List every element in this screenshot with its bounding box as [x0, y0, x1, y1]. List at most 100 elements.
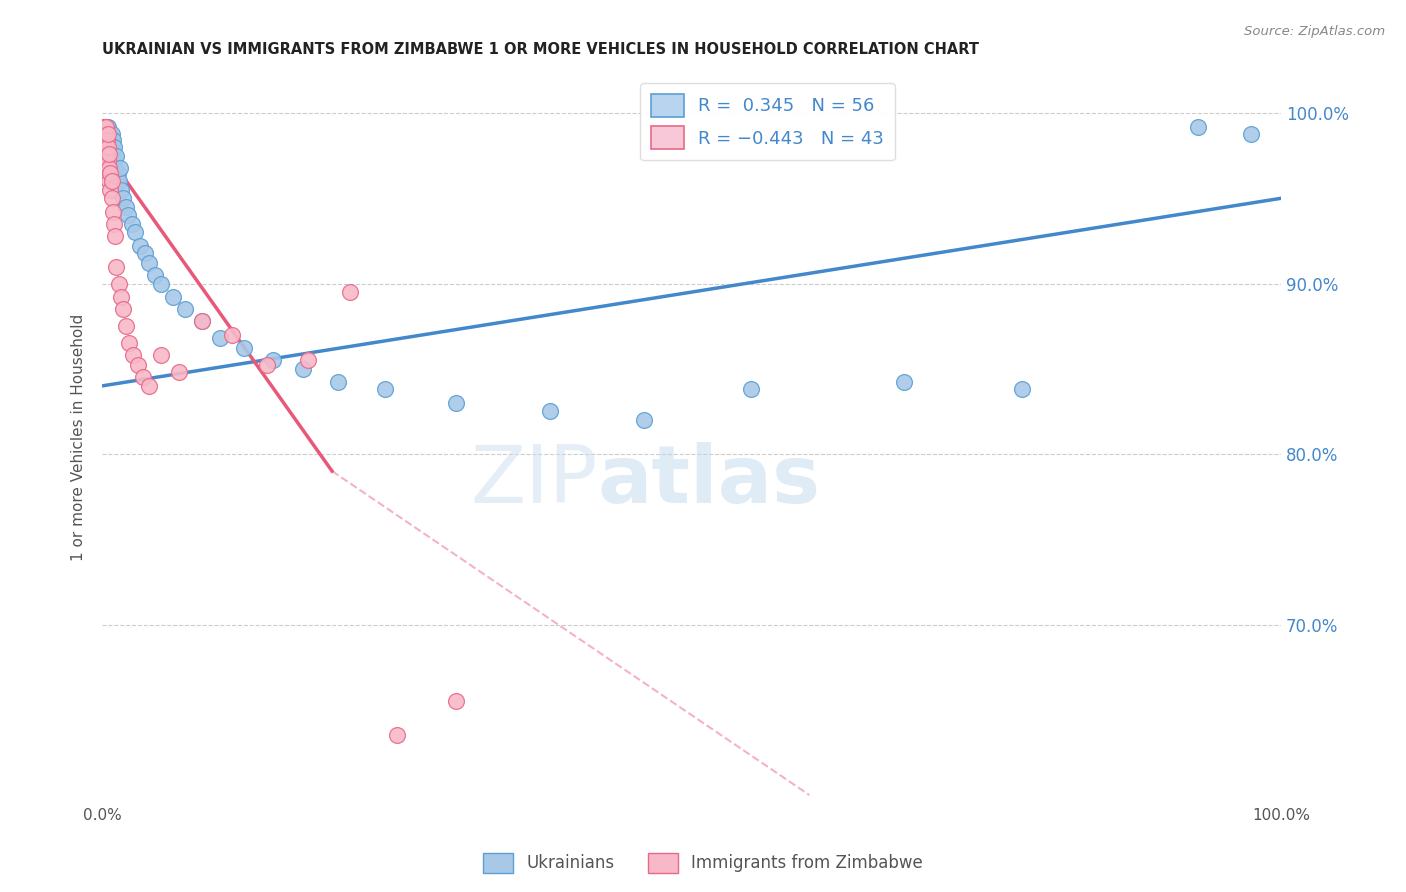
Legend: Ukrainians, Immigrants from Zimbabwe: Ukrainians, Immigrants from Zimbabwe — [477, 847, 929, 880]
Point — [1187, 120, 1209, 134]
Point — [118, 336, 141, 351]
Point — [93, 120, 115, 134]
Text: atlas: atlas — [598, 442, 821, 520]
Point — [96, 127, 118, 141]
Point — [104, 161, 127, 175]
Point — [101, 149, 124, 163]
Point — [108, 161, 131, 175]
Point — [256, 359, 278, 373]
Point — [96, 120, 118, 134]
Point — [100, 153, 122, 168]
Point — [96, 147, 118, 161]
Point — [100, 127, 122, 141]
Point — [104, 228, 127, 243]
Point — [291, 361, 314, 376]
Point — [97, 147, 120, 161]
Point — [129, 239, 152, 253]
Point — [127, 359, 149, 373]
Point — [94, 127, 117, 141]
Point — [112, 191, 135, 205]
Point — [740, 382, 762, 396]
Point — [101, 205, 124, 219]
Point — [107, 174, 129, 188]
Point — [105, 149, 128, 163]
Point — [94, 140, 117, 154]
Point — [93, 127, 115, 141]
Point — [385, 728, 408, 742]
Point — [101, 133, 124, 147]
Point — [173, 302, 195, 317]
Point — [232, 342, 254, 356]
Point — [110, 183, 132, 197]
Point — [100, 149, 122, 163]
Point — [98, 133, 121, 147]
Point — [96, 140, 118, 154]
Point — [110, 290, 132, 304]
Point — [893, 376, 915, 390]
Point — [107, 166, 129, 180]
Point — [114, 200, 136, 214]
Point — [93, 149, 115, 163]
Point — [100, 127, 122, 141]
Point — [444, 694, 467, 708]
Point — [444, 396, 467, 410]
Point — [98, 174, 121, 188]
Point — [138, 256, 160, 270]
Point — [134, 245, 156, 260]
Point — [132, 370, 155, 384]
Point — [93, 120, 115, 134]
Point — [98, 127, 121, 141]
Point — [100, 140, 122, 154]
Point — [143, 268, 166, 282]
Point — [150, 348, 173, 362]
Point — [100, 140, 122, 154]
Point — [93, 133, 115, 147]
Point — [100, 174, 122, 188]
Point — [97, 153, 120, 168]
Point — [93, 149, 115, 163]
Point — [221, 327, 243, 342]
Point — [297, 353, 319, 368]
Point — [117, 208, 139, 222]
Text: ZIP: ZIP — [470, 442, 598, 520]
Point — [93, 133, 115, 147]
Point — [96, 133, 118, 147]
Point — [1011, 382, 1033, 396]
Point — [93, 120, 115, 134]
Point — [150, 277, 173, 291]
Point — [114, 319, 136, 334]
Point — [105, 260, 128, 274]
Point — [97, 127, 120, 141]
Point — [121, 217, 143, 231]
Point — [191, 314, 214, 328]
Point — [112, 302, 135, 317]
Point — [121, 348, 143, 362]
Point — [100, 183, 122, 197]
Point — [162, 290, 184, 304]
Legend: R =  0.345   N = 56, R = −0.443   N = 43: R = 0.345 N = 56, R = −0.443 N = 43 — [640, 83, 894, 161]
Point — [167, 365, 190, 379]
Point — [1240, 127, 1263, 141]
Point — [94, 120, 117, 134]
Point — [98, 147, 121, 161]
Point — [633, 413, 655, 427]
Point — [98, 161, 121, 175]
Y-axis label: 1 or more Vehicles in Household: 1 or more Vehicles in Household — [72, 313, 86, 561]
Point — [97, 133, 120, 147]
Point — [97, 120, 120, 134]
Point — [100, 191, 122, 205]
Text: UKRAINIAN VS IMMIGRANTS FROM ZIMBABWE 1 OR MORE VEHICLES IN HOUSEHOLD CORRELATIO: UKRAINIAN VS IMMIGRANTS FROM ZIMBABWE 1 … — [103, 42, 979, 57]
Point — [94, 133, 117, 147]
Text: Source: ZipAtlas.com: Source: ZipAtlas.com — [1244, 25, 1385, 38]
Point — [326, 376, 349, 390]
Point — [103, 153, 125, 168]
Point — [374, 382, 396, 396]
Point — [103, 140, 125, 154]
Point — [538, 404, 561, 418]
Point — [124, 226, 146, 240]
Point — [103, 217, 125, 231]
Point — [191, 314, 214, 328]
Point — [96, 161, 118, 175]
Point — [100, 166, 122, 180]
Point — [94, 127, 117, 141]
